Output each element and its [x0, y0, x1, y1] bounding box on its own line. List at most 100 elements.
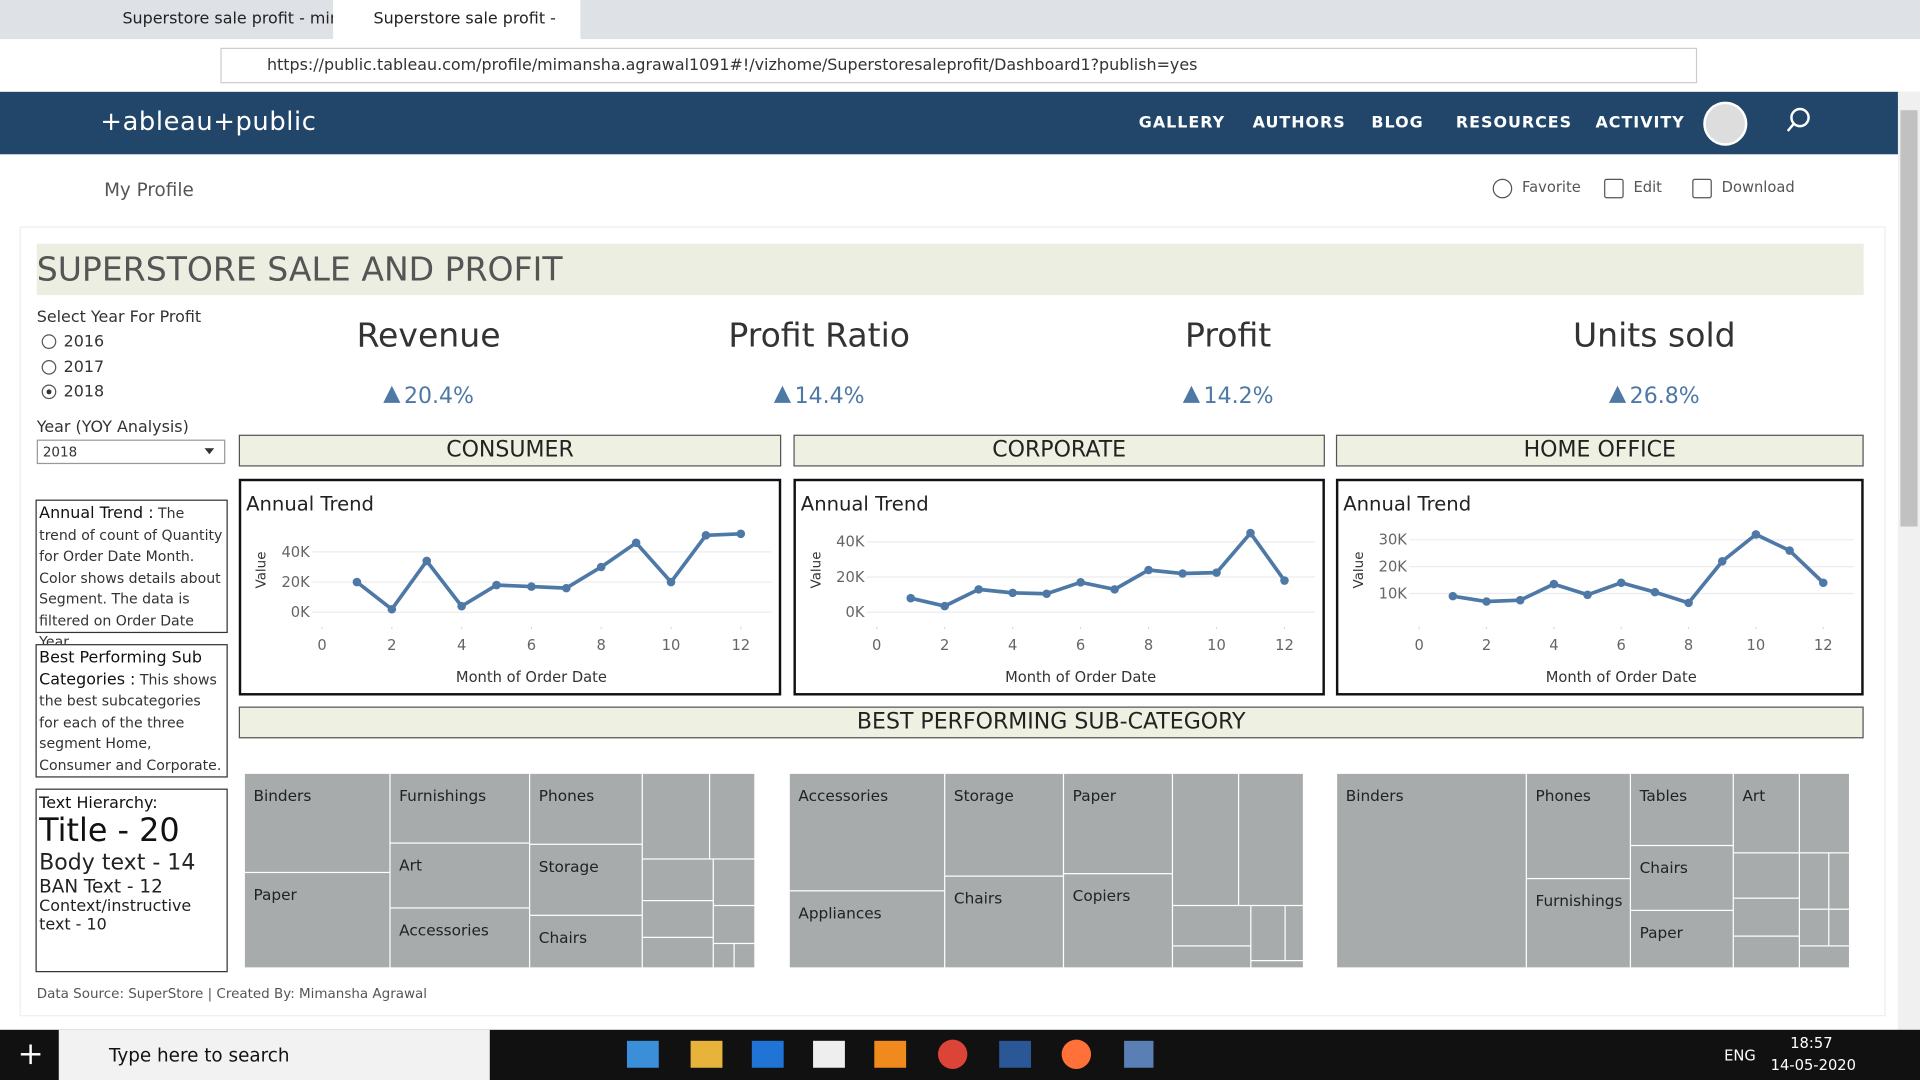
app-icon[interactable] [690, 1040, 723, 1068]
treemap-cell[interactable]: Accessories [789, 773, 944, 890]
app-icon[interactable] [874, 1040, 907, 1068]
nav-link[interactable]: AUTHORS [1252, 113, 1346, 133]
app-icon[interactable] [1061, 1039, 1092, 1069]
treemap-cell[interactable] [1173, 906, 1250, 945]
app-icon[interactable] [937, 1039, 968, 1069]
treemap-cell[interactable]: Storage [530, 844, 642, 915]
treemap-cell[interactable]: Paper [1064, 773, 1172, 873]
radio[interactable] [41, 384, 57, 400]
treemap-cell[interactable] [1733, 936, 1799, 967]
treemap-cell[interactable] [642, 773, 709, 858]
radio-label[interactable]: 2017 [63, 358, 105, 377]
data-point [1076, 578, 1085, 587]
segment-header: CONSUMER [238, 434, 782, 467]
app-icon[interactable] [999, 1040, 1032, 1068]
treemap-cell[interactable]: Binders [1337, 773, 1526, 967]
treemap-label: Paper [1639, 923, 1683, 942]
treemap-cell[interactable] [1173, 946, 1250, 967]
tab-title: Superstore sale profit - [373, 9, 556, 29]
back-link[interactable]: My Profile [104, 178, 194, 201]
up-arrow [1608, 385, 1627, 403]
app-icon[interactable] [813, 1040, 845, 1068]
action-link[interactable]: Download [1721, 178, 1795, 196]
treemap-cell[interactable]: Chairs [945, 876, 1063, 967]
address-bar[interactable]: https://public.tableau.com/profile/miman… [220, 47, 1698, 84]
treemap-cell[interactable]: Appliances [789, 891, 944, 967]
action-link[interactable]: Edit [1633, 178, 1662, 196]
treemap-cell[interactable] [1239, 773, 1303, 905]
treemap-label: Paper [1072, 786, 1117, 805]
x-tick-label: 0 [1415, 637, 1424, 654]
treemap-cell[interactable] [1733, 898, 1799, 935]
treemap-cell[interactable] [642, 901, 713, 937]
treemap-cell[interactable] [1829, 853, 1849, 908]
nav-link[interactable]: RESOURCES [1455, 113, 1573, 133]
treemap-cell[interactable] [1800, 946, 1849, 967]
treemap-cell[interactable] [1800, 773, 1849, 852]
treemap-cell[interactable] [642, 937, 713, 967]
action-link[interactable]: Favorite [1522, 178, 1581, 196]
treemap-cell[interactable]: Accessories [390, 908, 529, 967]
treemap-cell[interactable] [1733, 853, 1799, 897]
radio[interactable] [41, 359, 57, 375]
treemap-cell[interactable] [1829, 909, 1849, 945]
treemap-cell[interactable]: Chairs [1631, 846, 1733, 910]
nav-link[interactable]: GALLERY [1138, 113, 1226, 133]
logo[interactable]: +ableau+public [100, 106, 317, 136]
chart-frame: Annual Trend Value Month of Order Date 0K 20… [238, 478, 782, 696]
treemap-cell[interactable] [1173, 773, 1238, 905]
treemap-cell[interactable]: Furnishings [390, 773, 529, 842]
nav-link[interactable]: BLOG [1371, 113, 1424, 133]
treemap-cell[interactable] [1285, 906, 1303, 960]
treemap-cell[interactable] [1800, 909, 1828, 945]
treemap-cell[interactable]: Tables [1631, 773, 1733, 845]
scroll-thumb[interactable] [1900, 110, 1918, 527]
treemap-cell[interactable]: Phones [530, 773, 642, 844]
treemap-cell[interactable]: Phones [1526, 773, 1630, 878]
treemap-cell[interactable] [713, 906, 754, 943]
scrollbar[interactable] [1897, 91, 1920, 1030]
radio-label[interactable]: 2016 [63, 333, 105, 352]
taskbar-search[interactable]: Type here to search [58, 1029, 490, 1080]
yoy-dropdown[interactable]: 2018 [36, 439, 226, 465]
x-tick-label: 2 [387, 637, 396, 654]
tab-active[interactable]: Superstore sale profit - [333, 0, 581, 40]
treemap-cell[interactable] [1251, 906, 1284, 960]
radio-label[interactable]: 2018 [63, 383, 105, 402]
treemap-cell[interactable]: Paper [1631, 911, 1733, 967]
nav-link[interactable]: ACTIVITY [1595, 113, 1685, 133]
treemap-cell[interactable] [713, 944, 733, 967]
treemap-cell[interactable] [734, 944, 754, 967]
treemap-cell[interactable]: Storage [945, 773, 1063, 875]
action-icon[interactable] [1492, 178, 1513, 199]
search-icon[interactable] [1785, 105, 1817, 137]
treemap-cell[interactable]: Paper [244, 873, 389, 967]
app-icon[interactable] [626, 1040, 659, 1068]
start-button[interactable] [20, 1044, 41, 1065]
data-point [1246, 528, 1255, 538]
avatar[interactable] [1703, 101, 1748, 146]
treemap-cell[interactable]: Art [390, 843, 529, 907]
treemap-cell[interactable] [713, 859, 754, 905]
treemap-cell[interactable] [710, 773, 754, 858]
treemap-cell[interactable] [1800, 853, 1828, 908]
data-point [422, 556, 432, 566]
action-icon[interactable] [1692, 178, 1712, 199]
treemap-cell[interactable]: Chairs [530, 915, 642, 967]
language[interactable]: ENG [1724, 1046, 1756, 1065]
treemap-cell[interactable]: Copiers [1064, 874, 1172, 967]
tab[interactable]: Superstore sale profit - mim [81, 0, 345, 40]
app-icon[interactable] [1124, 1040, 1154, 1068]
treemap-cell[interactable] [1251, 961, 1303, 967]
kpi-change: 26.8% [1532, 383, 1777, 409]
treemap-cell[interactable]: Binders [244, 773, 389, 872]
clock-time[interactable]: 18:57 [1790, 1034, 1833, 1052]
treemap-cell[interactable]: Art [1733, 773, 1799, 852]
treemap-cell[interactable]: Furnishings [1526, 879, 1630, 967]
action-icon[interactable] [1604, 178, 1624, 199]
radio[interactable] [41, 334, 57, 349]
app-icon[interactable] [751, 1040, 784, 1068]
data-point [940, 601, 949, 611]
treemap-cell[interactable] [642, 859, 713, 900]
clock-date[interactable]: 14-05-2020 [1770, 1056, 1857, 1074]
